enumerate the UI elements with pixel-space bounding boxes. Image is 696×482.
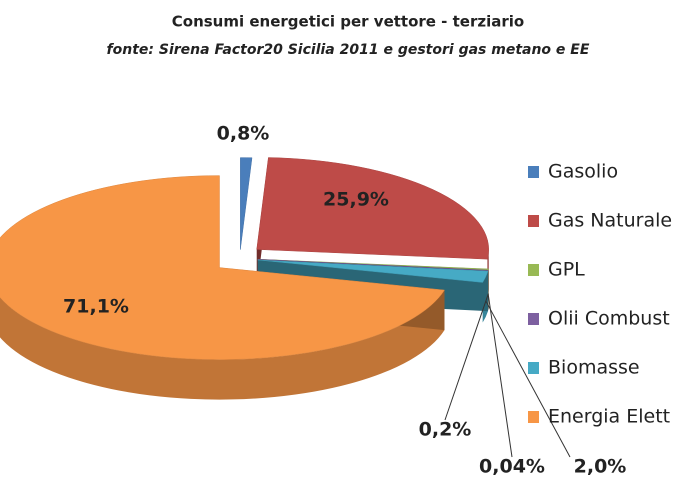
leader-line: [485, 300, 571, 458]
legend-label: Gasolio: [548, 161, 618, 183]
slice: [256, 157, 489, 260]
data-label: 2,0%: [574, 456, 627, 478]
legend-label: GPL: [548, 259, 585, 281]
legend-swatch: [528, 215, 539, 227]
legend-label: Biomasse: [548, 357, 640, 379]
leader-line: [487, 294, 513, 458]
leader-line: [444, 293, 489, 421]
slice: [240, 157, 253, 250]
data-label: 0,8%: [217, 123, 270, 145]
legend-label: Olii Combust: [548, 308, 670, 330]
legend-swatch: [528, 411, 539, 423]
data-label: 71,1%: [63, 296, 129, 318]
legend-swatch: [528, 362, 539, 374]
data-label: 0,2%: [419, 419, 472, 441]
legend-label: Gas Naturale: [548, 210, 672, 232]
slice: [257, 259, 489, 271]
slice: [0, 175, 445, 360]
slice-tops: [0, 157, 489, 360]
legend-swatch: [528, 166, 539, 178]
chart-title: Consumi energetici per vettore - terziar…: [172, 13, 524, 31]
slice: [257, 259, 489, 283]
data-label: 25,9%: [323, 189, 389, 211]
legend-swatch: [528, 313, 539, 325]
legend-swatch: [528, 264, 539, 276]
slice-side: [0, 290, 445, 400]
legend-label: Energia Elett: [548, 406, 670, 428]
chart-subtitle: fonte: Sirena Factor20 Sicilia 2011 e ge…: [107, 42, 590, 58]
data-label: 0,04%: [479, 456, 545, 478]
